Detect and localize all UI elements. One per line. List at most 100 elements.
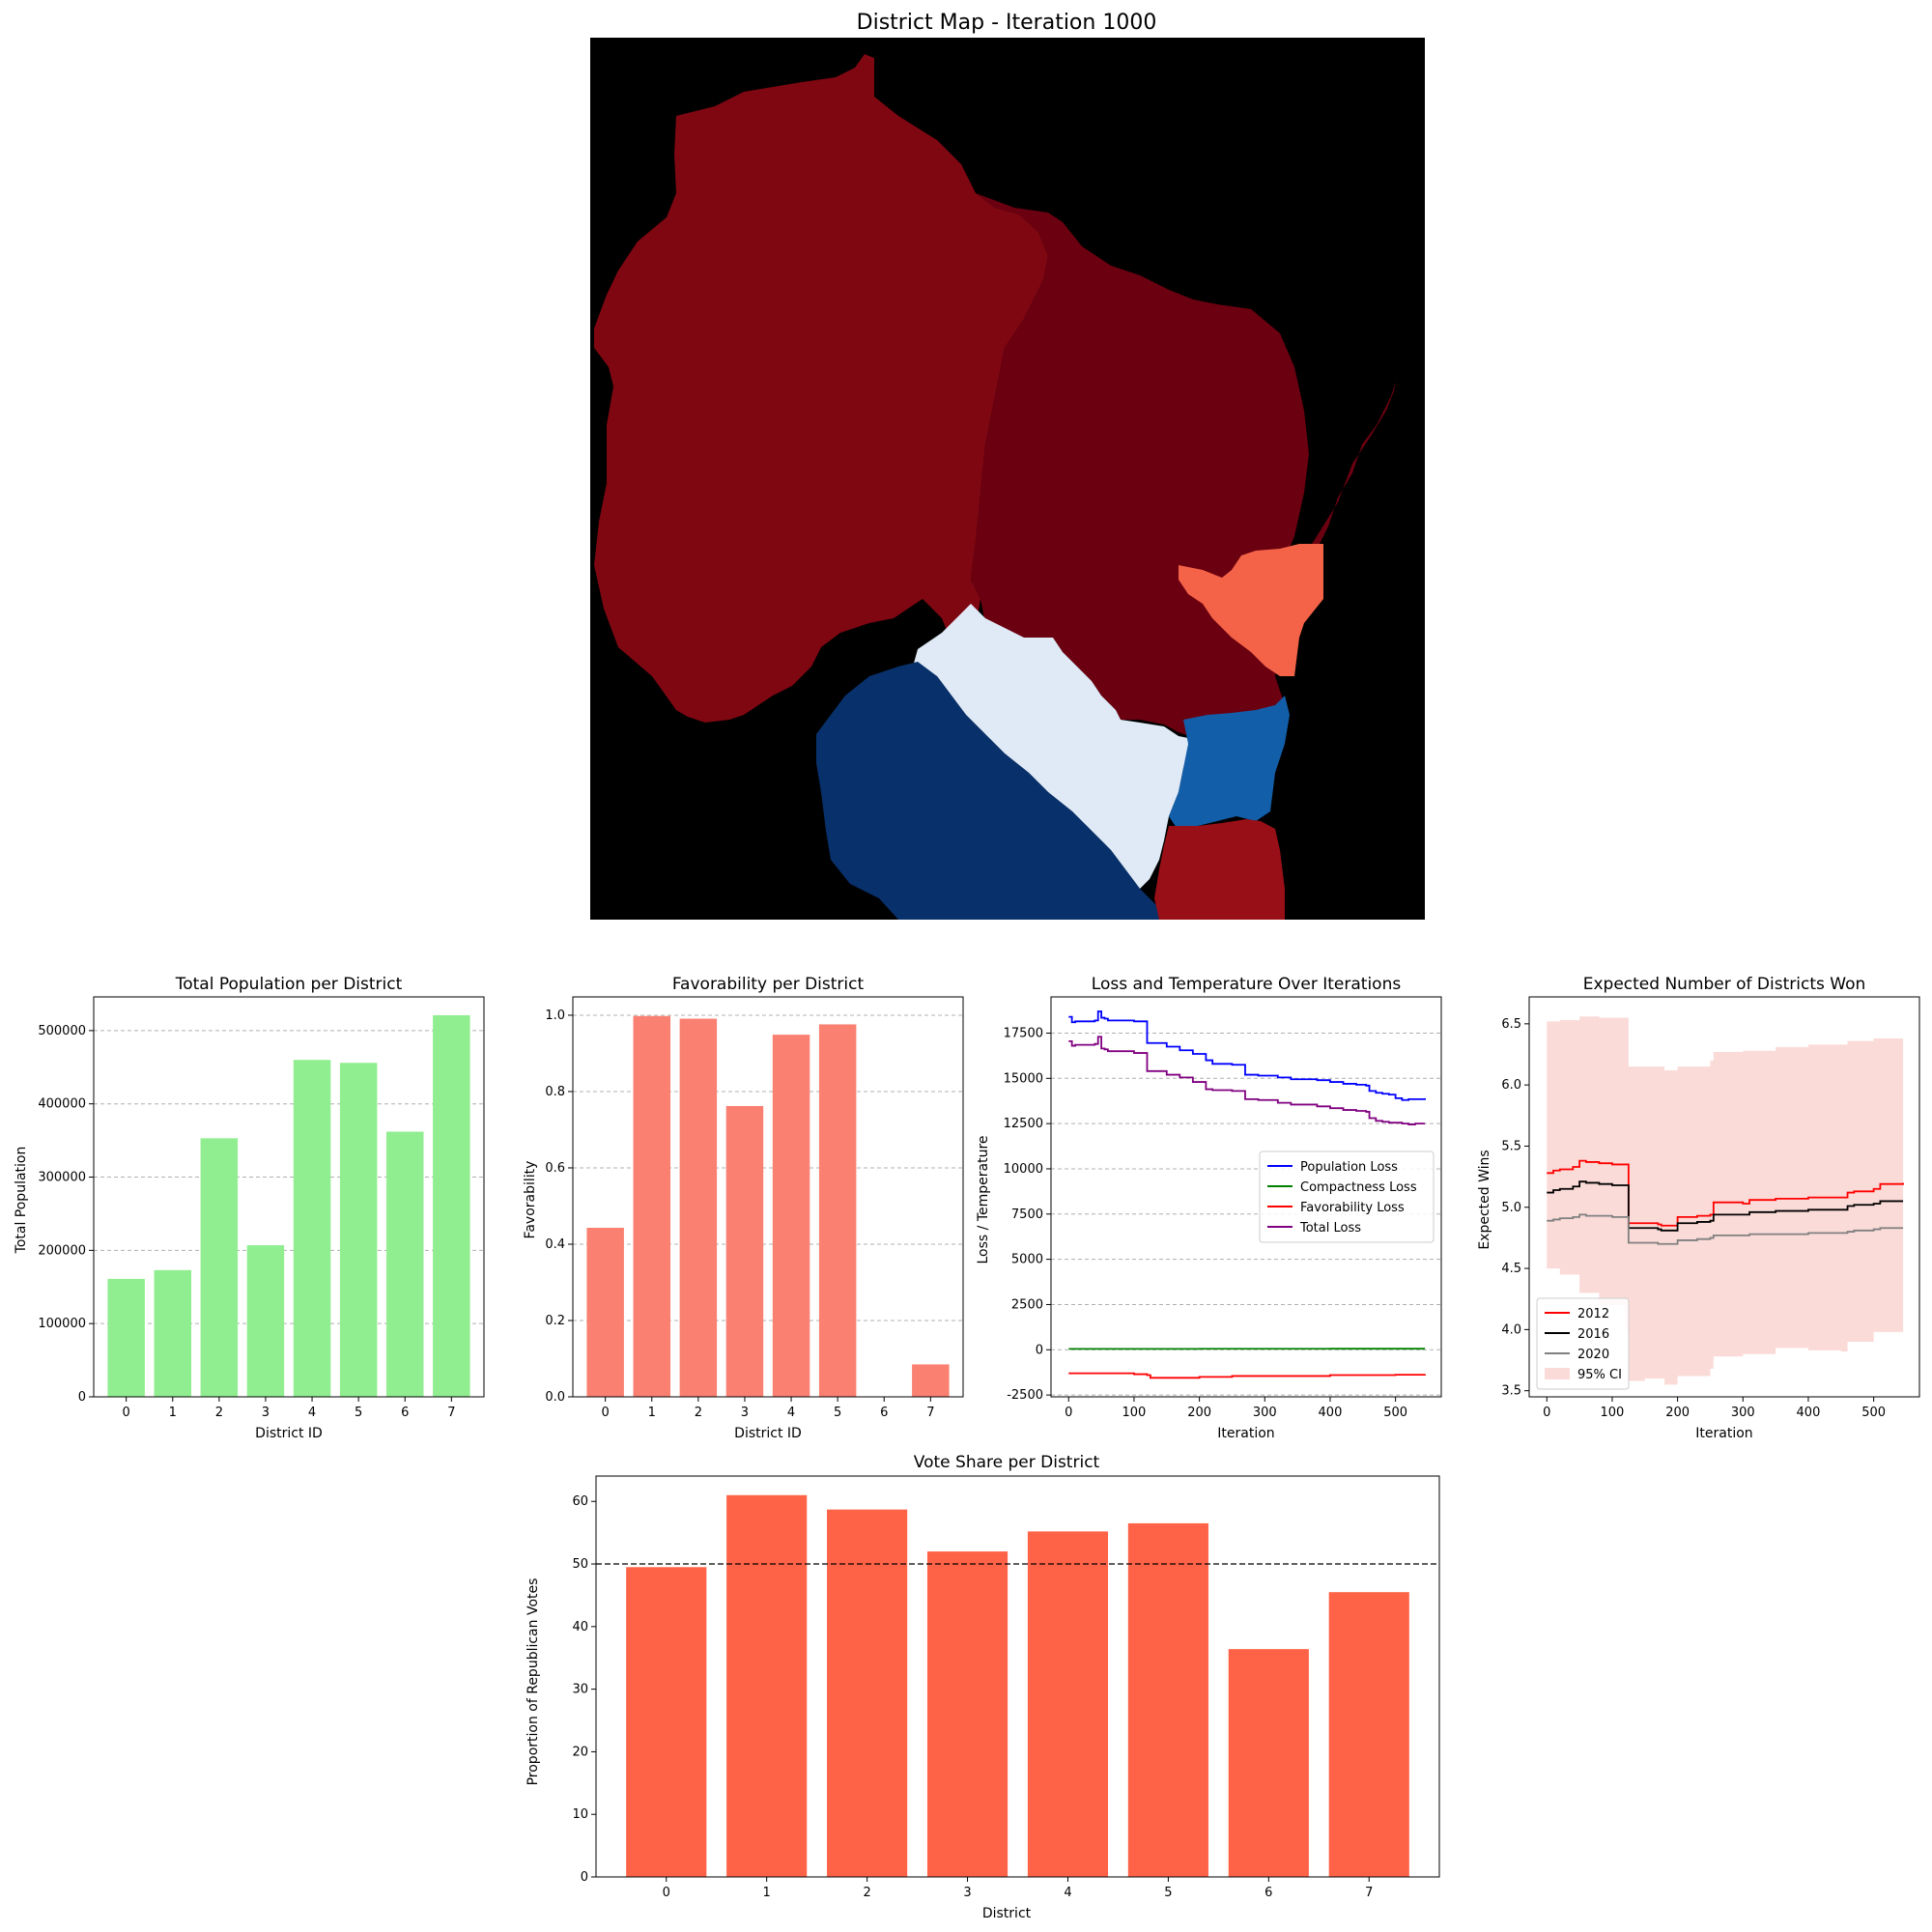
favorability-ytick-label: 0.2 xyxy=(545,1314,565,1328)
vote-bar xyxy=(926,1551,1009,1877)
map-district-southwest xyxy=(816,662,1169,920)
population-chart: Total Population per District District I… xyxy=(14,975,485,1441)
loss-xtick-label: 200 xyxy=(1187,1406,1211,1420)
favorability-xlabel: District ID xyxy=(734,1426,802,1441)
vote-xtick-label: 5 xyxy=(1164,1886,1172,1900)
vote-ytick-label: 50 xyxy=(572,1557,588,1572)
expected-legend-box xyxy=(1536,1297,1630,1390)
vote-frame xyxy=(595,1475,1440,1878)
loss-ytick-label: 2500 xyxy=(1011,1297,1043,1312)
favorability-xtick-label: 7 xyxy=(926,1406,934,1420)
expected-ylabel: Expected Wins xyxy=(1477,1150,1492,1249)
population-xtick-label: 2 xyxy=(215,1406,223,1420)
loss-chart: Loss and Temperature Over Iterations Ite… xyxy=(976,975,1442,1441)
vote-ytick-label: 0 xyxy=(581,1870,588,1885)
vote-ytick-label: 10 xyxy=(572,1807,588,1822)
loss-series-line xyxy=(1068,1036,1426,1125)
map-district-green-bay xyxy=(1179,544,1323,676)
expected-frame xyxy=(1528,996,1920,1398)
favorability-ylabel: Favorability xyxy=(523,1161,538,1239)
vote-xtick-label: 7 xyxy=(1365,1886,1373,1900)
expected-series-line xyxy=(1547,1159,1904,1227)
favorability-bar xyxy=(725,1105,764,1397)
favorability-xtick-label: 2 xyxy=(695,1406,702,1420)
expected-legend-label: 2012 xyxy=(1577,1307,1609,1321)
expected-series-line xyxy=(1547,1180,1904,1232)
favorability-chart: Favorability per District District ID Fa… xyxy=(523,975,964,1441)
expected-legend-label: 95% CI xyxy=(1577,1368,1622,1382)
expected-ytick-label: 6.0 xyxy=(1501,1078,1521,1093)
population-xtick-label: 6 xyxy=(401,1406,409,1420)
vote-ytick-label: 20 xyxy=(572,1745,588,1759)
population-ytick-label: 100000 xyxy=(38,1317,86,1331)
vote-bar xyxy=(1127,1522,1208,1877)
population-bar xyxy=(107,1278,145,1397)
loss-legend-label: Total Loss xyxy=(1299,1221,1361,1236)
loss-ytick-label: 17500 xyxy=(1004,1026,1043,1040)
expected-ytick-label: 6.5 xyxy=(1501,1017,1521,1032)
expected-ytick-label: 5.5 xyxy=(1501,1139,1521,1153)
population-xtick-label: 3 xyxy=(262,1406,270,1420)
loss-legend-box xyxy=(1259,1151,1435,1243)
expected-xtick-label: 0 xyxy=(1543,1406,1550,1420)
expected-xtick-label: 300 xyxy=(1731,1406,1755,1420)
population-ytick-label: 500000 xyxy=(38,1024,86,1038)
favorability-ytick-label: 0.8 xyxy=(545,1085,565,1099)
favorability-xtick-label: 3 xyxy=(741,1406,749,1420)
vote-xlabel: District xyxy=(982,1906,1032,1921)
favorability-bar xyxy=(633,1015,670,1397)
expected-series-line xyxy=(1547,1213,1904,1245)
expected-ytick-label: 4.5 xyxy=(1501,1262,1521,1276)
favorability-frame xyxy=(572,996,964,1398)
map-district-milwaukee xyxy=(1169,696,1290,831)
population-ytick-label: 200000 xyxy=(38,1243,86,1258)
favorability-ytick-label: 0.4 xyxy=(545,1237,565,1252)
loss-xtick-label: 0 xyxy=(1065,1406,1072,1420)
population-xtick-label: 0 xyxy=(123,1406,130,1420)
loss-ytick-label: -2500 xyxy=(1007,1388,1043,1403)
vote-bar xyxy=(1328,1592,1409,1877)
loss-xlabel: Iteration xyxy=(1217,1426,1274,1441)
expected-legend-label: 2016 xyxy=(1577,1327,1609,1342)
expected-legend-swatch xyxy=(1545,1368,1570,1379)
population-bar xyxy=(386,1131,424,1397)
loss-ytick-label: 5000 xyxy=(1011,1253,1043,1267)
favorability-xtick-label: 5 xyxy=(834,1406,841,1420)
population-bar xyxy=(433,1014,470,1397)
expected-xtick-label: 200 xyxy=(1665,1406,1690,1420)
expected-xtick-label: 100 xyxy=(1601,1406,1625,1420)
favorability-xtick-label: 0 xyxy=(602,1406,610,1420)
vote-bar xyxy=(1027,1531,1109,1877)
map-district-southeast xyxy=(1154,819,1285,920)
expected-xtick-label: 500 xyxy=(1861,1406,1886,1420)
vote-title: Vote Share per District xyxy=(914,1453,1100,1472)
loss-legend-label: Favorability Loss xyxy=(1300,1201,1405,1215)
favorability-xtick-label: 6 xyxy=(880,1406,888,1420)
loss-ytick-label: 15000 xyxy=(1004,1071,1043,1086)
vote-ytick-label: 40 xyxy=(572,1620,588,1634)
vote-xtick-label: 6 xyxy=(1264,1886,1272,1900)
vote-xtick-label: 2 xyxy=(863,1886,870,1900)
population-ytick-label: 300000 xyxy=(38,1171,86,1185)
loss-legend-label: Compactness Loss xyxy=(1300,1180,1417,1195)
vote-xtick-label: 1 xyxy=(763,1886,771,1900)
vote-xtick-label: 0 xyxy=(663,1886,670,1900)
vote-bar xyxy=(726,1494,808,1877)
loss-xtick-label: 100 xyxy=(1122,1406,1147,1420)
population-xtick-label: 5 xyxy=(355,1406,362,1420)
loss-ytick-label: 7500 xyxy=(1011,1208,1043,1222)
loss-series-line xyxy=(1068,1372,1426,1379)
vote-ylabel: Proportion of Republican Votes xyxy=(526,1578,541,1786)
population-ytick-label: 0 xyxy=(78,1390,86,1405)
favorability-bar xyxy=(679,1018,718,1397)
population-ytick-label: 400000 xyxy=(38,1097,86,1112)
vote-bar xyxy=(1228,1649,1309,1877)
favorability-xtick-label: 4 xyxy=(787,1406,795,1420)
vote-ytick-label: 60 xyxy=(572,1494,588,1509)
expected-xtick-label: 400 xyxy=(1797,1406,1821,1420)
loss-series-line xyxy=(1068,1010,1426,1101)
vote-ytick-label: 30 xyxy=(572,1683,588,1697)
loss-legend-label: Population Loss xyxy=(1300,1160,1398,1175)
favorability-bar xyxy=(818,1024,857,1397)
population-ylabel: Total Population xyxy=(14,1147,29,1255)
